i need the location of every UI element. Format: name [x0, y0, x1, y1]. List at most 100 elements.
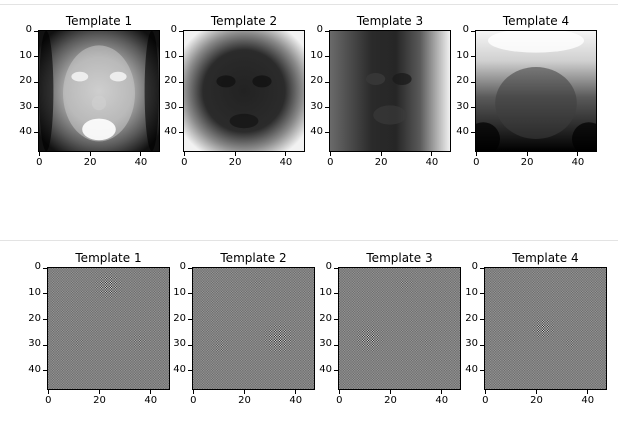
template-svg: [184, 31, 304, 151]
y-tick-label: 20: [310, 75, 323, 87]
figure-middle-divider: [0, 240, 618, 241]
eigenface-image: [183, 30, 305, 152]
x-tick-mark: [431, 152, 433, 156]
y-tick-label: 10: [465, 286, 478, 298]
panel-title: Template 3: [366, 251, 433, 265]
x-tick-label: 40: [134, 157, 148, 168]
y-tick-label: 30: [319, 338, 332, 350]
panel-title: Template 4: [502, 14, 570, 28]
y-tick-label: 40: [28, 363, 41, 375]
x-tick-mark: [150, 390, 152, 394]
x-tick-mark: [536, 390, 538, 394]
y-tick-label: 10: [319, 286, 332, 298]
x-tick-label: 0: [482, 395, 489, 406]
y-tick-mark: [188, 319, 192, 321]
checker-template-image: [47, 267, 170, 390]
y-tick-mark: [325, 56, 329, 58]
template-svg: [485, 268, 606, 389]
x-tick-label: 20: [83, 157, 97, 168]
panel-title: Template 2: [220, 251, 287, 265]
y-tick-mark: [480, 319, 484, 321]
y-tick-label: 40: [319, 363, 332, 375]
y-tick-mark: [480, 344, 484, 346]
y-tick-mark: [471, 81, 475, 83]
y-tick-label: 40: [173, 363, 186, 375]
y-tick-mark: [471, 107, 475, 109]
x-tick-label: 20: [384, 395, 397, 406]
y-tick-mark: [34, 107, 38, 109]
x-tick-label: 20: [374, 157, 388, 168]
y-tick-label: 40: [465, 363, 478, 375]
x-tick-label: 0: [327, 157, 334, 168]
y-tick-mark: [325, 107, 329, 109]
y-tick-mark: [471, 56, 475, 58]
figure-top-divider: [0, 4, 618, 5]
y-tick-mark: [471, 30, 475, 32]
x-tick-mark: [140, 152, 142, 156]
y-tick-mark: [34, 30, 38, 32]
y-tick-mark: [34, 132, 38, 134]
x-tick-label: 40: [279, 157, 293, 168]
y-tick-label: 30: [465, 338, 478, 350]
x-tick-mark: [441, 390, 443, 394]
y-tick-mark: [179, 107, 183, 109]
y-tick-label: 30: [173, 338, 186, 350]
x-tick-mark: [526, 152, 528, 156]
x-tick-mark: [244, 390, 246, 394]
x-tick-label: 20: [93, 395, 106, 406]
panel-title: Template 1: [75, 251, 142, 265]
panel-title: Template 4: [512, 251, 579, 265]
checker-template-image: [338, 267, 461, 390]
x-tick-label: 20: [520, 157, 534, 168]
x-tick-label: 40: [144, 395, 158, 406]
y-tick-mark: [334, 344, 338, 346]
x-tick-mark: [577, 152, 579, 156]
y-tick-label: 10: [19, 49, 32, 61]
panel-title: Template 2: [210, 14, 278, 28]
y-tick-mark: [188, 267, 192, 269]
y-tick-mark: [34, 56, 38, 58]
template-svg: [193, 268, 314, 389]
y-tick-label: 0: [471, 261, 478, 273]
x-tick-label: 0: [473, 157, 480, 168]
x-tick-mark: [192, 390, 194, 394]
y-tick-label: 30: [310, 100, 323, 112]
y-tick-label: 0: [316, 24, 323, 36]
checker-template-image: [192, 267, 315, 390]
x-tick-mark: [47, 390, 49, 394]
y-tick-label: 20: [164, 75, 177, 87]
x-tick-mark: [587, 390, 589, 394]
y-tick-mark: [471, 132, 475, 134]
y-tick-mark: [480, 267, 484, 269]
y-tick-mark: [334, 319, 338, 321]
x-tick-label: 20: [228, 157, 242, 168]
y-tick-label: 40: [456, 125, 469, 137]
x-tick-mark: [475, 152, 477, 156]
x-tick-label: 20: [238, 395, 251, 406]
y-tick-label: 0: [170, 24, 177, 36]
y-tick-label: 10: [456, 49, 469, 61]
x-tick-mark: [99, 390, 101, 394]
x-tick-label: 0: [336, 395, 343, 406]
x-tick-label: 0: [36, 157, 43, 168]
y-tick-label: 30: [164, 100, 177, 112]
y-tick-label: 20: [456, 75, 469, 87]
panel-title: Template 3: [356, 14, 424, 28]
y-tick-mark: [325, 30, 329, 32]
eigenface-image: [329, 30, 451, 152]
checker-blob: [485, 268, 606, 389]
y-tick-label: 20: [319, 312, 332, 324]
y-tick-label: 30: [28, 338, 41, 350]
y-tick-label: 40: [310, 125, 323, 137]
y-tick-label: 0: [34, 261, 41, 273]
x-tick-mark: [380, 152, 382, 156]
template-svg: [330, 31, 450, 151]
checker-blob: [339, 268, 460, 389]
y-tick-label: 20: [19, 75, 32, 87]
y-tick-mark: [480, 293, 484, 295]
y-tick-mark: [188, 344, 192, 346]
y-tick-mark: [43, 344, 47, 346]
y-tick-label: 0: [325, 261, 332, 273]
y-tick-label: 0: [462, 24, 469, 36]
x-tick-mark: [89, 152, 91, 156]
